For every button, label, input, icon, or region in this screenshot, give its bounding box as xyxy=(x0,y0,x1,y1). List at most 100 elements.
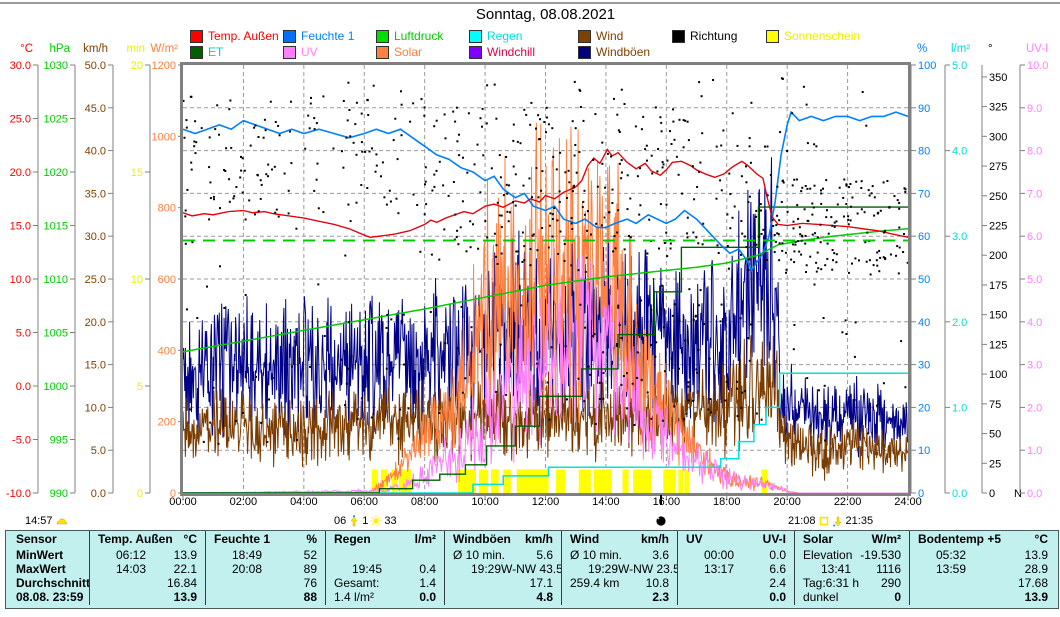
direction-dot xyxy=(545,131,547,134)
direction-dot xyxy=(458,154,461,157)
direction-dot xyxy=(381,161,384,164)
direction-dot xyxy=(598,398,601,400)
direction-dot xyxy=(241,412,244,414)
cell-value: 10.8 xyxy=(645,576,669,590)
tick-label: 25.0 xyxy=(10,114,31,126)
direction-dot xyxy=(249,144,252,147)
direction-dot xyxy=(273,377,276,379)
direction-dot xyxy=(616,343,619,345)
direction-dot xyxy=(618,162,621,165)
direction-dot xyxy=(481,125,483,128)
direction-dot xyxy=(611,188,614,191)
tick-label: 5 xyxy=(137,381,143,393)
direction-dot xyxy=(407,407,410,410)
direction-dot xyxy=(283,172,286,175)
legend-swatch-et xyxy=(190,45,203,59)
direction-dot xyxy=(230,146,233,149)
direction-dot xyxy=(792,227,795,230)
direction-dot xyxy=(715,197,718,200)
cell-value: 0.0 xyxy=(769,590,786,604)
marker-time: 06 xyxy=(334,514,347,527)
direction-dot xyxy=(662,419,664,422)
direction-dot xyxy=(842,196,845,199)
axis-temp: -10.0 -5.0 0.0 5.0 10.0 15.0 20.0 25.0 30.0 °C xyxy=(6,43,39,500)
direction-dot xyxy=(385,326,388,329)
direction-dot xyxy=(684,339,687,342)
table-header-sensor: Sensor xyxy=(16,532,57,546)
direction-dot xyxy=(235,419,238,422)
direction-dot xyxy=(777,233,780,236)
direction-dot xyxy=(397,437,400,440)
direction-dot xyxy=(626,174,629,177)
direction-dot xyxy=(745,246,748,249)
direction-dot xyxy=(864,241,867,244)
direction-dot xyxy=(786,150,789,152)
direction-dot xyxy=(659,203,662,206)
direction-dot xyxy=(218,133,220,136)
direction-dot xyxy=(438,412,441,415)
direction-dot xyxy=(743,235,746,238)
direction-dot xyxy=(805,264,808,267)
direction-dot xyxy=(490,167,493,170)
cell-label: 20:08 xyxy=(232,562,263,576)
direction-dot xyxy=(579,106,582,108)
legend-label: Feuchte 1 xyxy=(301,29,355,43)
cell-value: 89 xyxy=(303,562,317,576)
legend-item-temp-au-en: Temp. Außen xyxy=(190,29,279,43)
direction-dot xyxy=(596,185,599,188)
direction-dot xyxy=(878,249,881,252)
direction-dot xyxy=(639,204,642,207)
direction-dot xyxy=(520,304,523,307)
direction-dot xyxy=(438,258,441,261)
direction-dot xyxy=(650,343,652,346)
direction-dot xyxy=(835,261,838,264)
tick-label-north: N xyxy=(1014,488,1022,500)
x-tick-label: 24:00 xyxy=(894,496,922,508)
direction-dot xyxy=(235,186,238,188)
sunshine-bar xyxy=(516,469,549,493)
direction-dot xyxy=(535,167,538,170)
direction-dot xyxy=(815,270,818,273)
direction-dot xyxy=(747,201,750,204)
direction-dot xyxy=(766,194,769,197)
direction-dot xyxy=(785,271,787,274)
direction-dot xyxy=(806,142,809,145)
direction-dot xyxy=(424,180,427,183)
cell-value: -19.530 xyxy=(860,548,901,562)
direction-dot xyxy=(740,175,743,178)
astro-marker xyxy=(655,513,667,528)
table-cell-bodentemp-5: 13:59 28.9 xyxy=(909,562,1056,576)
direction-dot xyxy=(570,264,573,267)
direction-dot xyxy=(847,215,850,218)
direction-dot xyxy=(778,219,781,222)
table-cell-solar: Elevation -19.530 xyxy=(794,548,909,562)
direction-dot xyxy=(898,226,901,229)
direction-dot xyxy=(695,236,698,239)
direction-dot xyxy=(775,224,778,227)
direction-dot xyxy=(798,226,801,229)
tick-label: 4.0 xyxy=(952,146,967,158)
direction-dot xyxy=(482,154,485,157)
tick-label: 80 xyxy=(918,146,930,158)
direction-dot xyxy=(682,119,685,122)
legend-label: Windböen xyxy=(596,45,651,59)
series-regen xyxy=(183,372,908,494)
direction-dot xyxy=(370,416,373,419)
direction-dot xyxy=(797,240,800,243)
direction-dot xyxy=(375,153,378,156)
x-tick-label: 08:00 xyxy=(410,496,439,508)
tick-label: 200 xyxy=(158,417,176,429)
direction-dot xyxy=(698,81,701,84)
direction-dot xyxy=(717,252,720,254)
legend-label: Solar xyxy=(394,45,423,59)
direction-dot xyxy=(256,174,259,177)
direction-dot xyxy=(707,408,710,411)
legend-swatch-windchill xyxy=(469,45,482,59)
astro-marker: 14:57 xyxy=(25,513,67,528)
direction-dot xyxy=(776,214,779,217)
direction-dot xyxy=(472,223,474,226)
direction-dot xyxy=(760,233,763,235)
tick-label: 40.0 xyxy=(85,146,106,158)
direction-dot xyxy=(655,341,658,344)
direction-dot xyxy=(486,84,489,87)
